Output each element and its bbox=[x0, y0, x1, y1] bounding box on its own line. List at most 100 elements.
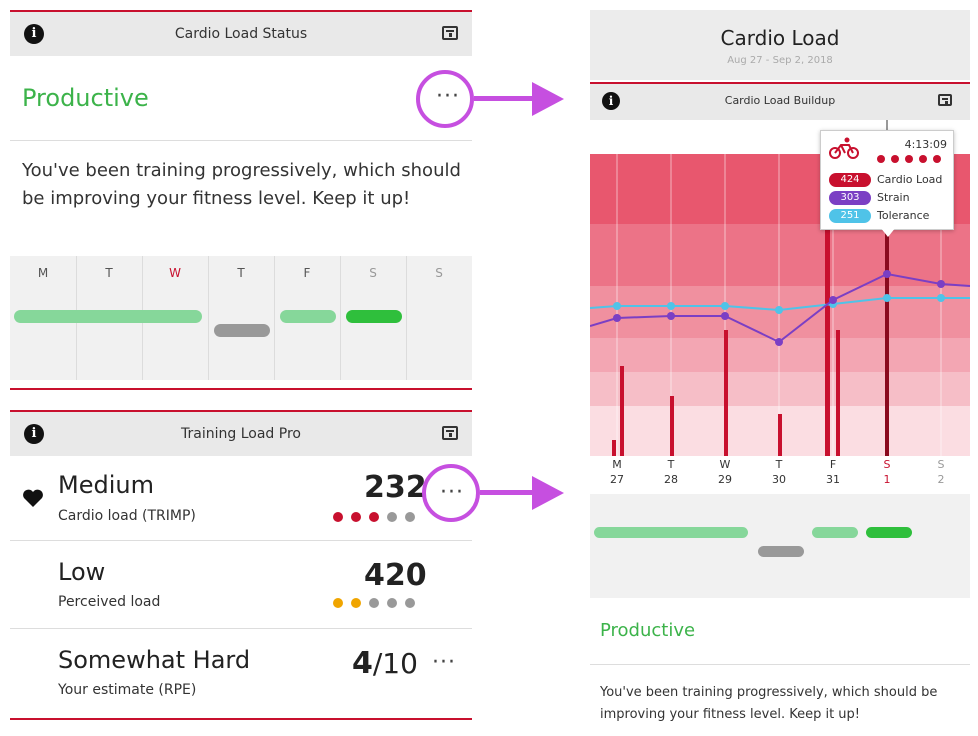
load-dot bbox=[405, 512, 415, 522]
load-dot bbox=[369, 512, 379, 522]
x-tick-day: W bbox=[719, 458, 731, 471]
training-bar-rest bbox=[758, 546, 804, 557]
arrow-line bbox=[474, 96, 534, 101]
day-label: T bbox=[105, 266, 113, 280]
info-icon[interactable]: i bbox=[24, 424, 44, 444]
training-label-rpe: Your estimate (RPE) bbox=[58, 682, 197, 698]
selected-bar bbox=[885, 226, 889, 456]
arrow-head bbox=[532, 476, 564, 510]
screen-header bbox=[590, 10, 970, 80]
day-label: F bbox=[303, 266, 311, 280]
info-icon[interactable]: i bbox=[602, 92, 620, 110]
tooltip-value-badge: 424 bbox=[829, 173, 871, 187]
chart-bar bbox=[724, 330, 728, 456]
tooltip-label: Strain bbox=[877, 191, 910, 204]
rpe-suffix: /10 bbox=[372, 647, 418, 680]
chart-tooltip: 4:13:09 424 Cardio Load 303 Strain 251 Tolera… bbox=[820, 130, 954, 230]
x-tick-day: S bbox=[937, 458, 945, 471]
training-value-perceived: 420 bbox=[364, 558, 427, 593]
cardio-load-chart bbox=[590, 120, 970, 456]
load-dot bbox=[919, 155, 927, 163]
x-tick-date: 2 bbox=[937, 473, 945, 486]
chart-bar bbox=[836, 330, 840, 456]
load-dot bbox=[877, 155, 885, 163]
arrow-head bbox=[532, 82, 564, 116]
tooltip-time: 4:13:09 bbox=[904, 138, 947, 151]
highlight-circle bbox=[416, 70, 474, 128]
day-label: W bbox=[169, 266, 181, 280]
day-label: M bbox=[37, 266, 49, 280]
day-label: T bbox=[237, 266, 245, 280]
training-label-perceived: Perceived load bbox=[58, 594, 161, 610]
save-icon[interactable] bbox=[938, 94, 952, 106]
day-label: S bbox=[435, 266, 443, 280]
load-dot bbox=[351, 512, 361, 522]
heart-icon bbox=[23, 489, 43, 507]
training-panel-header: i Training Load Pro bbox=[10, 410, 472, 456]
load-dot bbox=[905, 155, 913, 163]
tooltip-label: Cardio Load bbox=[877, 173, 943, 186]
training-bar-saturday bbox=[866, 527, 912, 538]
load-dot bbox=[333, 512, 343, 522]
buildup-panel-header: i Cardio Load Buildup bbox=[590, 82, 970, 120]
load-dot bbox=[351, 598, 361, 608]
training-value-rpe: 4/10 bbox=[352, 646, 418, 681]
load-dot bbox=[369, 598, 379, 608]
x-tick-date: 30 bbox=[772, 473, 786, 486]
right-status-label: Productive bbox=[600, 620, 696, 641]
bike-icon bbox=[829, 137, 859, 159]
arrow-line bbox=[480, 490, 534, 495]
training-bar-productive bbox=[14, 310, 202, 323]
chart-bar bbox=[778, 414, 782, 456]
status-panel-header: i Cardio Load Status bbox=[10, 10, 472, 56]
training-bar-friday bbox=[280, 310, 336, 323]
rpe-main: 4 bbox=[352, 646, 373, 681]
screen-subtitle: Aug 27 - Sep 2, 2018 bbox=[727, 55, 833, 66]
info-icon[interactable]: i bbox=[24, 24, 44, 44]
highlight-circle bbox=[422, 464, 480, 522]
chart-bar bbox=[612, 440, 616, 456]
training-bar-rest bbox=[214, 324, 270, 337]
buildup-panel-title: Cardio Load Buildup bbox=[724, 94, 836, 107]
load-dot bbox=[387, 598, 397, 608]
right-status-description: You've been training progressively, whic… bbox=[600, 685, 938, 722]
load-dot bbox=[933, 155, 941, 163]
status-label: Productive bbox=[22, 84, 149, 112]
x-tick-date: 27 bbox=[610, 473, 624, 486]
training-bar-friday bbox=[812, 527, 858, 538]
tooltip-label: Tolerance bbox=[877, 209, 930, 222]
x-tick-day: T bbox=[775, 458, 783, 471]
load-dot bbox=[405, 598, 415, 608]
screen-title: Cardio Load bbox=[720, 26, 840, 50]
save-icon[interactable] bbox=[442, 426, 458, 440]
training-level-medium: Medium bbox=[58, 471, 154, 499]
status-panel-title: Cardio Load Status bbox=[174, 26, 308, 42]
status-description: You've been training progressively, whic… bbox=[22, 160, 461, 209]
save-icon[interactable] bbox=[442, 26, 458, 40]
x-tick-day: S bbox=[883, 458, 891, 471]
training-panel-title: Training Load Pro bbox=[181, 426, 301, 442]
x-tick-date: 29 bbox=[718, 473, 732, 486]
x-tick-date: 31 bbox=[826, 473, 840, 486]
tooltip-value-badge: 251 bbox=[829, 209, 871, 223]
chart-bar bbox=[825, 230, 830, 456]
x-tick-day: F bbox=[829, 458, 837, 471]
training-bar-saturday bbox=[346, 310, 402, 323]
x-tick-date: 28 bbox=[664, 473, 678, 486]
training-level-rpe: Somewhat Hard bbox=[58, 646, 251, 674]
training-bar-productive bbox=[594, 527, 748, 538]
chart-bar bbox=[620, 366, 624, 456]
load-dot bbox=[387, 512, 397, 522]
day-label: S bbox=[369, 266, 377, 280]
load-dot bbox=[891, 155, 899, 163]
training-level-low: Low bbox=[58, 558, 106, 586]
training-label-trimp: Cardio load (TRIMP) bbox=[58, 508, 196, 524]
tooltip-pointer bbox=[880, 227, 896, 237]
x-tick-date: 1 bbox=[883, 473, 891, 486]
training-value-trimp: 232 bbox=[364, 470, 427, 505]
chart-bar bbox=[670, 396, 674, 456]
x-tick-day: M bbox=[612, 458, 622, 471]
tooltip-value-badge: 303 bbox=[829, 191, 871, 205]
rpe-more-button[interactable]: ··· bbox=[432, 650, 456, 675]
x-tick-day: T bbox=[667, 458, 675, 471]
